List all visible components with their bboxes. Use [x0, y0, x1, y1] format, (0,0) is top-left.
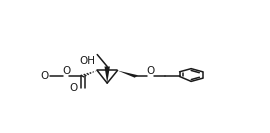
Text: O: O [62, 66, 70, 76]
Text: O: O [40, 71, 49, 82]
Text: OH: OH [80, 56, 96, 66]
Polygon shape [117, 70, 138, 78]
Text: O: O [147, 66, 155, 76]
Polygon shape [104, 66, 110, 83]
Text: O: O [69, 83, 78, 93]
